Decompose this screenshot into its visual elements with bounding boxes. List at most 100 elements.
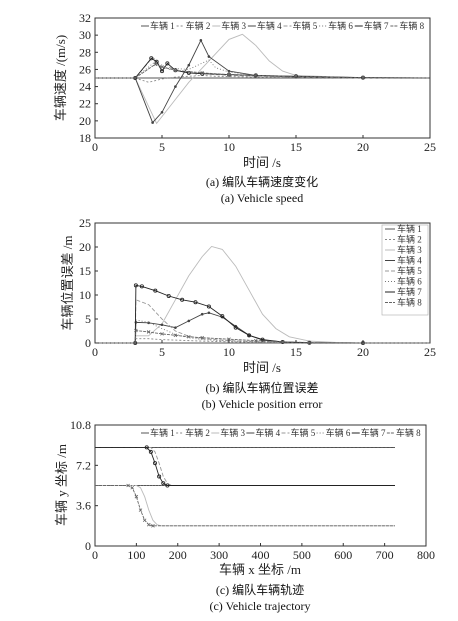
- series-point: [206, 304, 211, 309]
- x-tick-label: 5: [159, 345, 165, 359]
- series-point: [187, 334, 191, 339]
- series-line-7: [95, 446, 395, 486]
- series-line-7: [95, 57, 431, 79]
- legend-label: 车辆 2: [397, 234, 422, 245]
- y-tick-label: 32: [79, 11, 91, 25]
- legend-label: 车辆 1: [397, 223, 422, 234]
- x-tick-label: 200: [169, 548, 187, 562]
- chart-c: 0 100 200 300 400 500 600 700 800 0 3.6 7.2 10.8 车辆 …: [54, 418, 435, 613]
- series-point: [126, 483, 130, 488]
- x-tick-label: 100: [127, 548, 145, 562]
- chart-c-legend: 车辆 1 车辆 2 车辆 3 车辆 4 车辆 5 车辆 6 车辆 7 车辆 8: [137, 427, 422, 439]
- y-tick-label: 3.6: [76, 499, 91, 513]
- series-point: [187, 319, 191, 323]
- chart-a-xlabel: 时间 /s: [243, 155, 281, 170]
- series-point: [200, 71, 204, 75]
- series-point: [166, 293, 171, 298]
- series-point: [139, 284, 144, 289]
- chart-a-caption-cn: (a) 编队车辆速度变化: [206, 174, 318, 189]
- series-point: [200, 312, 204, 316]
- chart-a-ticks: 0 5 10 15 20 25 18 20 22 24 26 28 30 32: [79, 11, 436, 154]
- y-tick-label: 24: [79, 80, 91, 94]
- legend-label: 车辆 7: [364, 20, 389, 31]
- chart-c-ylabel: 车辆 y 坐标 /m: [54, 444, 69, 526]
- y-tick-label: 5: [85, 312, 91, 326]
- series-point: [254, 338, 258, 343]
- series-line-2: [95, 74, 430, 83]
- series-line-3: [95, 33, 430, 125]
- series-line-5: [95, 446, 395, 486]
- series-point: [207, 311, 211, 315]
- series-point: [220, 314, 225, 319]
- series-point: [227, 337, 231, 341]
- legend-label: 车辆 5: [293, 20, 318, 31]
- chart-b-series-group: [95, 245, 431, 345]
- y-tick-label: 22: [79, 97, 91, 111]
- series-point: [133, 341, 137, 345]
- legend-label: 车辆 1: [150, 427, 175, 438]
- series-point: [159, 69, 164, 74]
- x-tick-label: 25: [424, 345, 436, 359]
- legend-label: 车辆 3: [220, 427, 245, 438]
- chart-c-xlabel: 车辆 x 坐标 /m: [219, 562, 301, 577]
- series-point: [165, 483, 170, 488]
- chart-a-legend: 车辆 1 车辆 2 车辆 3 车辆 4 车辆 5 车辆 6 车辆 7 车辆 8: [137, 20, 426, 32]
- series-line-3: [95, 485, 395, 527]
- series-point: [180, 297, 185, 302]
- legend-label: 车辆 5: [291, 427, 316, 438]
- series-point: [133, 283, 138, 288]
- chart-c-caption-en: (c) Vehicle trajectory: [209, 599, 310, 613]
- x-tick-label: 600: [334, 548, 352, 562]
- chart-b-plot-area: [94, 222, 431, 344]
- legend-label: 车辆 4: [255, 427, 280, 438]
- series-point: [174, 85, 177, 88]
- y-tick-label: 18: [79, 131, 91, 145]
- x-tick-label: 15: [290, 345, 302, 359]
- x-tick-label: 20: [357, 140, 369, 154]
- series-point: [227, 72, 231, 77]
- chart-c-caption-cn: (c) 编队车辆轨迹: [216, 582, 304, 597]
- legend-label: 车辆 4: [397, 255, 422, 266]
- x-tick-label: 15: [290, 140, 302, 154]
- legend-label: 车辆 2: [185, 427, 210, 438]
- y-tick-label: 7.2: [76, 458, 91, 472]
- series-point: [130, 485, 135, 490]
- x-tick-label: 300: [210, 548, 228, 562]
- series-point: [173, 68, 178, 73]
- legend-box: [137, 427, 422, 439]
- x-tick-label: 500: [293, 548, 311, 562]
- series-point: [160, 65, 164, 69]
- series-point: [157, 474, 162, 479]
- y-tick-label: 0: [85, 336, 91, 350]
- series-point: [149, 56, 154, 61]
- chart-c-series-group: [95, 445, 395, 528]
- series-point: [193, 300, 198, 305]
- legend-label: 车辆 5: [397, 265, 422, 276]
- series-point: [173, 68, 178, 73]
- series-point: [151, 121, 154, 124]
- series-point: [361, 75, 365, 80]
- legend-label: 车辆 8: [397, 297, 422, 308]
- chart-b-ticks: 0 5 10 15 20 25 0 5 10 15 20 25: [79, 216, 436, 359]
- series-line-8: [95, 485, 395, 527]
- series-point: [134, 494, 139, 499]
- chart-b-legend: 车辆 1车辆 2车辆 3车辆 4车辆 5车辆 6车辆 7车辆 8: [381, 223, 429, 316]
- series-point: [247, 333, 252, 338]
- series-point: [254, 73, 258, 78]
- series-point: [152, 461, 157, 466]
- series-point: [174, 326, 177, 329]
- x-tick-label: 700: [376, 548, 394, 562]
- series-point: [207, 55, 211, 58]
- legend-label: 车辆 1: [150, 20, 175, 31]
- x-tick-label: 5: [159, 140, 165, 154]
- series-line-8: [95, 329, 430, 344]
- chart-b-xlabel: 时间 /s: [243, 360, 281, 375]
- series-point: [187, 63, 191, 67]
- legend-label: 车辆 7: [361, 427, 386, 438]
- x-tick-label: 0: [92, 140, 98, 154]
- legend-label: 车辆 2: [186, 20, 211, 31]
- series-point: [260, 337, 265, 342]
- chart-b-ylabel: 车辆位置误差 /m: [60, 236, 75, 331]
- legend-label: 车辆 8: [396, 427, 421, 438]
- series-point: [153, 62, 158, 67]
